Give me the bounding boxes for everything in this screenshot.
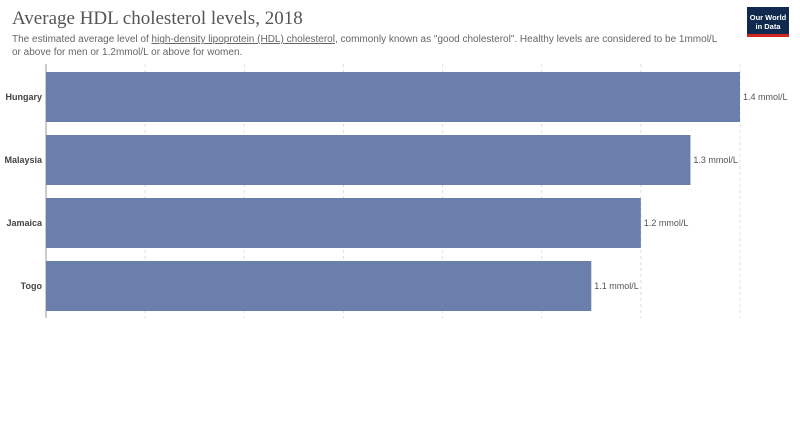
bar[interactable] xyxy=(46,261,592,311)
value-label: 1.2 mmol/L xyxy=(644,218,689,228)
bar[interactable] xyxy=(46,135,691,185)
hdl-cholesterol-link[interactable]: high-density lipoprotein (HDL) cholester… xyxy=(151,34,335,45)
chart-title: Average HDL cholesterol levels, 2018 xyxy=(12,8,303,29)
value-label: 1.1 mmol/L xyxy=(594,281,639,291)
subtitle-text-end: , commonly known as "good cholesterol". … xyxy=(12,34,717,58)
category-label: Togo xyxy=(21,281,43,291)
value-label: 1.3 mmol/L xyxy=(693,155,738,165)
category-label: Hungary xyxy=(5,92,42,102)
chart-subtitle: The estimated average level of high-dens… xyxy=(12,33,727,59)
logo-line-2: in Data xyxy=(755,22,781,31)
owid-logo[interactable]: Our World in Data xyxy=(747,7,789,37)
value-label: 1.4 mmol/L xyxy=(743,92,788,102)
logo-line-1: Our World xyxy=(749,13,787,22)
subtitle-text-start: The estimated average level of xyxy=(12,34,152,45)
bar[interactable] xyxy=(46,72,740,122)
category-label: Jamaica xyxy=(6,218,43,228)
logo-accent-bar xyxy=(747,34,789,37)
bar[interactable] xyxy=(46,198,641,248)
category-label: Malaysia xyxy=(4,155,43,165)
